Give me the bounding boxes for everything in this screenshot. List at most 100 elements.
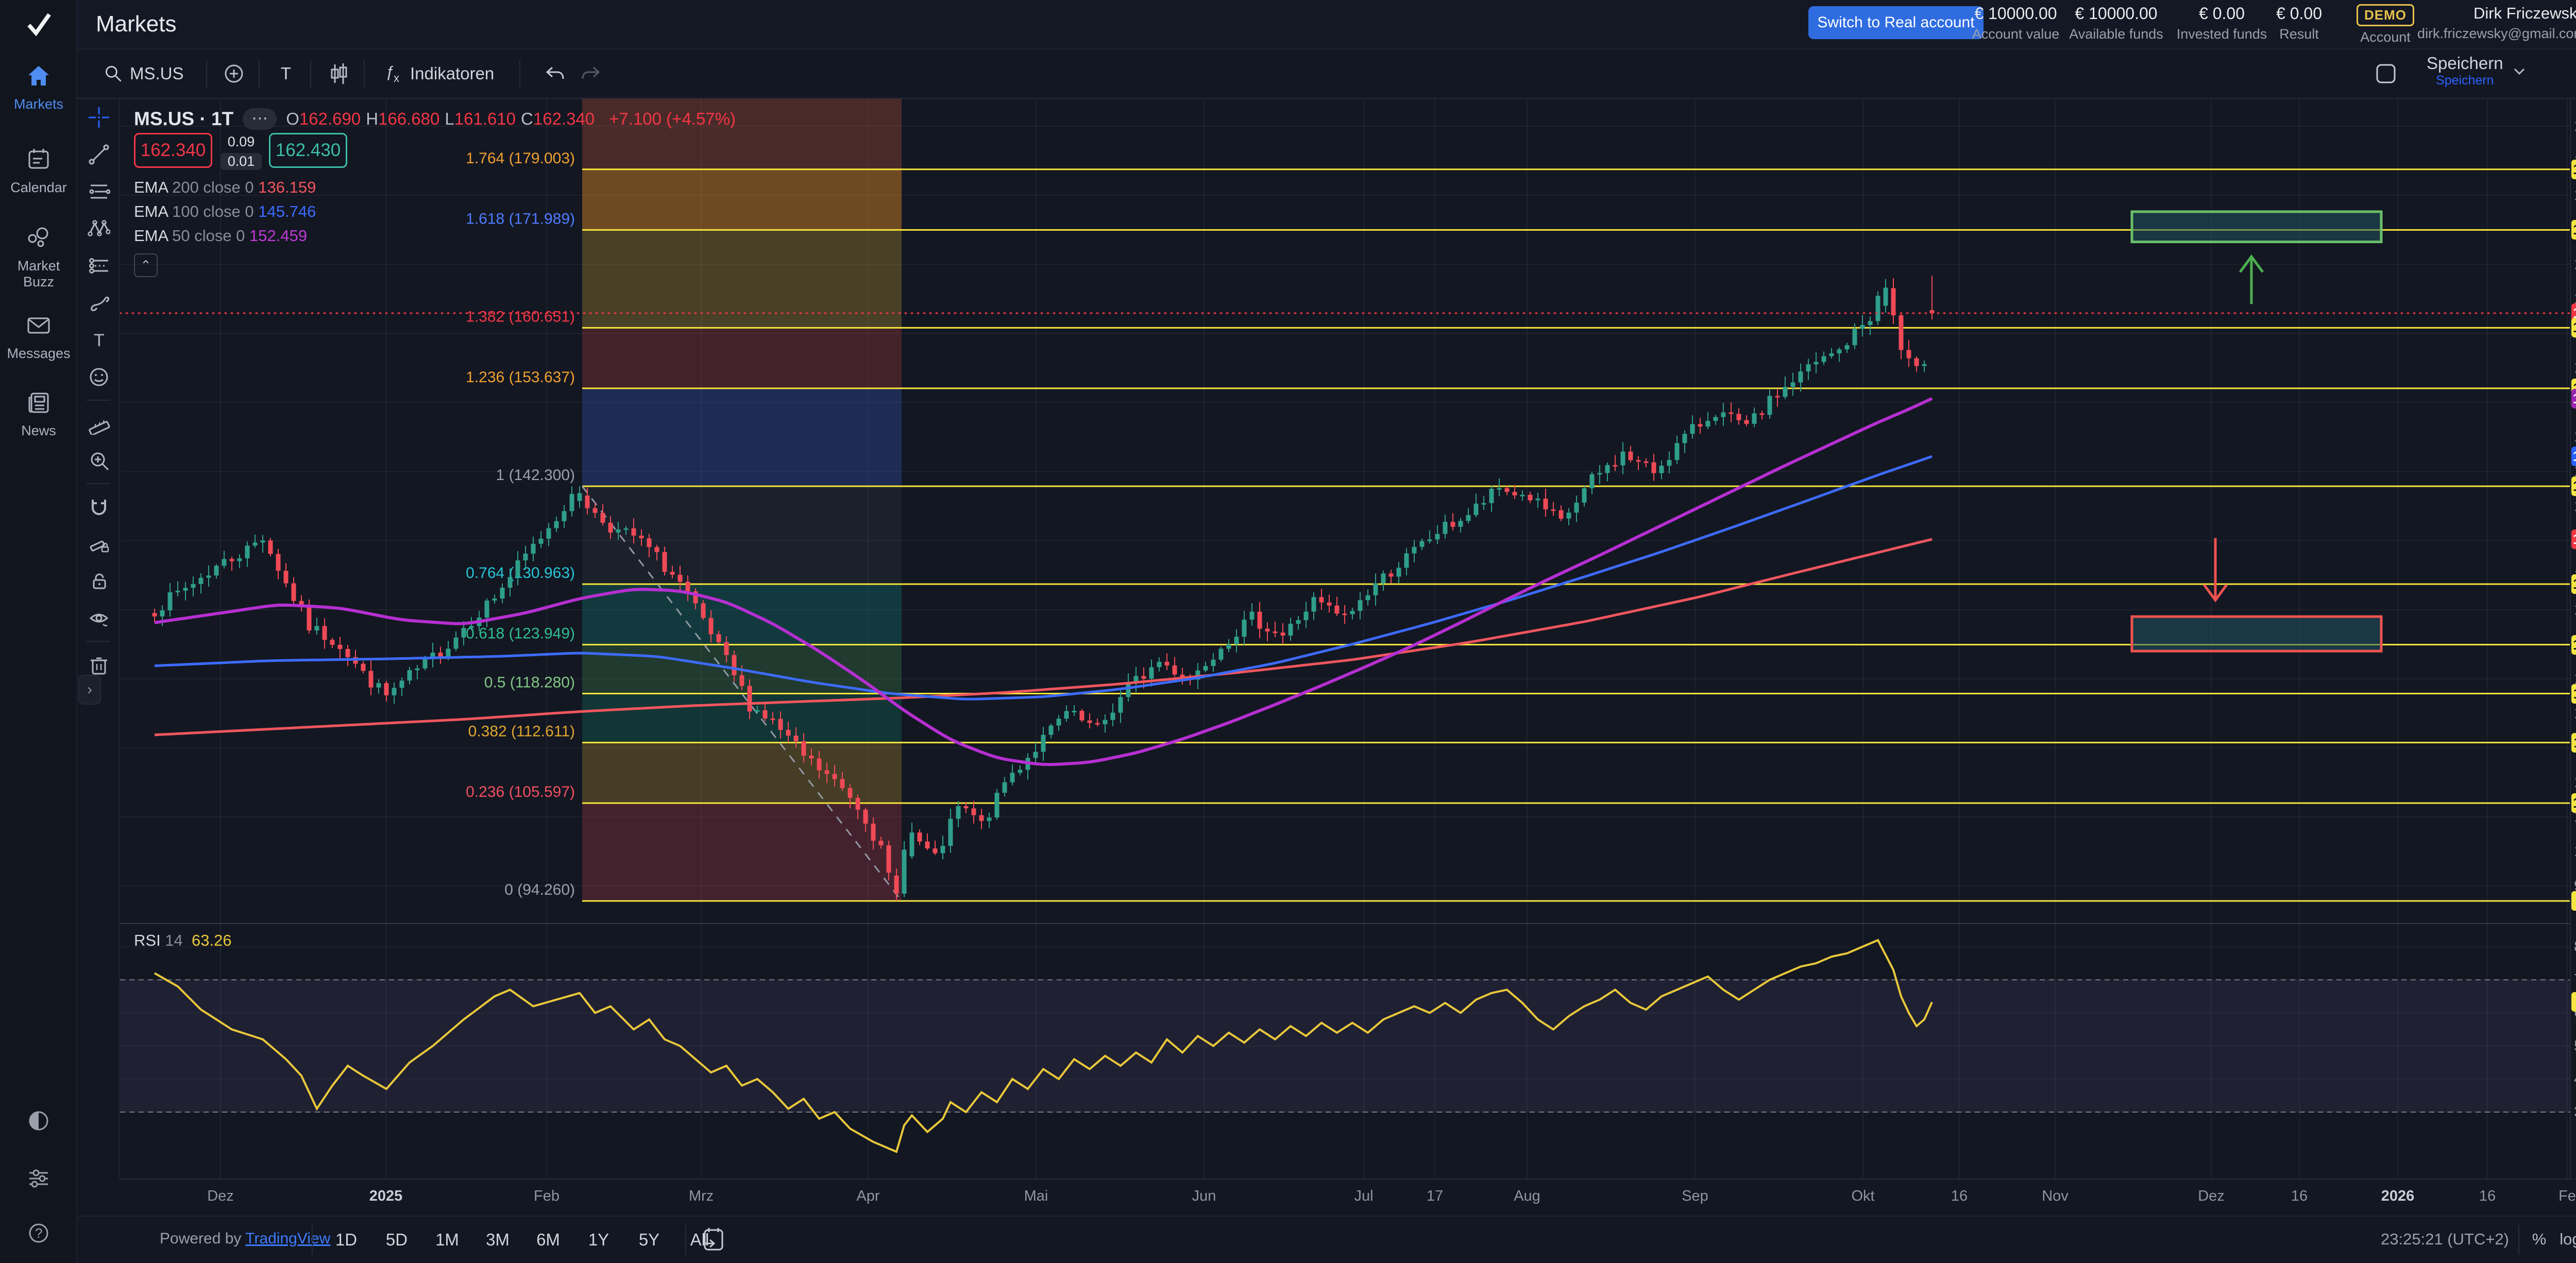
save-label: Speichern	[2427, 54, 2503, 73]
sidebar-item-calendar[interactable]: Calendar	[0, 146, 77, 196]
indicators-button[interactable]: ƒ x Indikatoren	[374, 57, 501, 91]
xabcd-pattern-tool[interactable]	[77, 210, 120, 247]
timeframe-3m[interactable]: 3M	[486, 1230, 510, 1249]
indicators-label: Indikatoren	[410, 64, 495, 83]
text-tool[interactable]: T	[77, 321, 120, 359]
time-tick: 16	[2479, 1188, 2496, 1204]
ema-legend-row[interactable]: EMA 200 close 0 136.159	[134, 178, 316, 197]
ohlc-key: O	[286, 109, 299, 128]
ruler-icon	[88, 420, 110, 435]
fib-label: 0.618 (123.949)	[466, 625, 575, 642]
tradingview-link[interactable]: TradingView	[245, 1230, 331, 1247]
price-badge: 123.949	[2571, 635, 2576, 655]
undo-button[interactable]	[535, 57, 573, 91]
time-tick: Dez	[207, 1188, 234, 1204]
timeframe-5y[interactable]: 5Y	[638, 1230, 660, 1249]
fib-label: 0.236 (105.597)	[466, 783, 575, 800]
user-email: dirk.friczewsky@gmail.com	[2417, 26, 2576, 41]
contrast-icon	[29, 1111, 48, 1131]
rsi-tick: 30.00	[2574, 1104, 2576, 1121]
go-to-date-button[interactable]	[701, 1226, 726, 1256]
eye-icon	[89, 613, 108, 626]
powered-by: Powered by TradingView	[160, 1230, 330, 1248]
help-button[interactable]: ?	[0, 1220, 77, 1249]
fib-label: 1.618 (171.989)	[466, 210, 575, 227]
fib-retracement-tool[interactable]	[77, 173, 120, 210]
chart-style-button[interactable]	[320, 57, 358, 91]
drawing-toolbar: T	[77, 99, 120, 1179]
chart-plot[interactable]: 1.764 (179.003) 1.618 (171.989) 1.382 (160…	[119, 97, 2571, 1179]
sell-bid-button[interactable]: 162.340	[134, 133, 212, 168]
ema-value: 152.459	[249, 227, 308, 245]
timeframe-5d[interactable]: 5D	[385, 1230, 408, 1249]
price-axis[interactable]: 96.000100.000104.000108.000112.000116.00…	[2570, 99, 2576, 1179]
sidebar-item-messages[interactable]: Messages	[0, 312, 77, 362]
annotations[interactable]	[2130, 210, 2383, 653]
rsi-tick: 70.00	[2574, 971, 2576, 988]
scale-option-log[interactable]: log	[2560, 1230, 2576, 1248]
ema-legend-row[interactable]: EMA 100 close 0 145.746	[134, 202, 316, 221]
arrow-head	[2239, 254, 2264, 273]
rsi-line	[154, 938, 1933, 1153]
legend-collapse-button[interactable]: ⌃	[134, 253, 158, 277]
time-tick: 17	[1426, 1188, 1444, 1204]
zoom-in-tool[interactable]	[77, 442, 120, 479]
price-tick: 148.000	[2574, 429, 2576, 446]
clock: 23:25:21 (UTC+2)	[2381, 1230, 2509, 1248]
time-axis[interactable]: Dez 2025 Feb Mrz Apr Mai Jun Jul 17 Aug Sep Okt 16 No…	[120, 1179, 2576, 1216]
crosshair-tool[interactable]	[77, 99, 120, 136]
trend-line-tool[interactable]	[77, 136, 120, 173]
trend-line-icon	[89, 144, 109, 165]
scale-option-percent[interactable]: %	[2532, 1230, 2547, 1248]
sidebar-item-news[interactable]: News	[0, 389, 77, 439]
timeframe-1y[interactable]: 1Y	[588, 1230, 609, 1249]
magnet-tool[interactable]	[77, 488, 120, 525]
projection-tool[interactable]	[77, 247, 120, 284]
drawing-toolbar-toggle[interactable]: ›	[78, 675, 101, 705]
legend-menu-button[interactable]: ⋯	[243, 108, 277, 130]
ruler-tool[interactable]	[77, 405, 120, 442]
rsi-param: 14	[165, 931, 183, 949]
ema-line	[154, 397, 1933, 766]
symbol-search-button[interactable]: MS.US	[96, 57, 191, 91]
user-name: Dirk Friczewsky	[2473, 4, 2576, 22]
legend-change: +7.100 (+4.57%)	[609, 109, 736, 128]
save-layout-button[interactable]: Speichern Speichern	[2427, 54, 2528, 88]
timeframe-6m[interactable]: 6M	[536, 1230, 560, 1249]
metric-label: Account value	[1972, 26, 2060, 42]
eye-tool[interactable]	[77, 600, 120, 637]
emoji-tool[interactable]	[77, 359, 120, 396]
metric-value: € 10000.00	[1974, 4, 2057, 23]
price-badge: 153.637	[2571, 378, 2576, 398]
contrast-button[interactable]	[0, 1107, 77, 1137]
lock-tool[interactable]	[77, 562, 120, 600]
trash-tool[interactable]	[77, 646, 120, 683]
timeframe-1d[interactable]: 1D	[335, 1230, 358, 1249]
price-tick: 100.000	[2574, 843, 2576, 860]
sidebar-item-market-buzz[interactable]: Market Buzz	[0, 225, 77, 290]
switch-to-real-account-button[interactable]: Switch to Real account	[1808, 6, 1984, 39]
brush-tool[interactable]	[77, 284, 120, 321]
timeframe-all[interactable]: All	[690, 1230, 709, 1249]
price-tick: 164.000	[2574, 291, 2576, 308]
sidebar-item-markets[interactable]: Markets	[0, 63, 77, 112]
compare-add-button[interactable]	[215, 57, 252, 91]
draw-lock-tool[interactable]	[77, 525, 120, 562]
rsi-legend[interactable]: RSI 14 63.26	[134, 931, 232, 950]
interval-button[interactable]: T	[269, 57, 303, 91]
sidebar-item-label: News	[21, 423, 56, 438]
fib-label: 1.236 (153.637)	[466, 369, 575, 386]
fib-label: 0 (94.260)	[504, 881, 575, 898]
ema-legend-row[interactable]: EMA 50 close 0 152.459	[134, 227, 307, 245]
layout-button[interactable]	[2367, 57, 2405, 91]
legend-symbol-interval: MS.US · 1T	[134, 108, 234, 129]
fib-label: 0.764 (130.963)	[466, 565, 575, 582]
sidebar-item-label: Calendar	[10, 180, 67, 195]
svg-text:?: ?	[35, 1225, 42, 1241]
buy-ask-button[interactable]: 162.430	[269, 133, 347, 168]
projection-icon	[89, 258, 108, 274]
crosshair-icon	[88, 107, 109, 128]
sliders-button[interactable]	[0, 1165, 77, 1194]
timeframe-1m[interactable]: 1M	[435, 1230, 459, 1249]
redo-button[interactable]	[573, 57, 611, 91]
